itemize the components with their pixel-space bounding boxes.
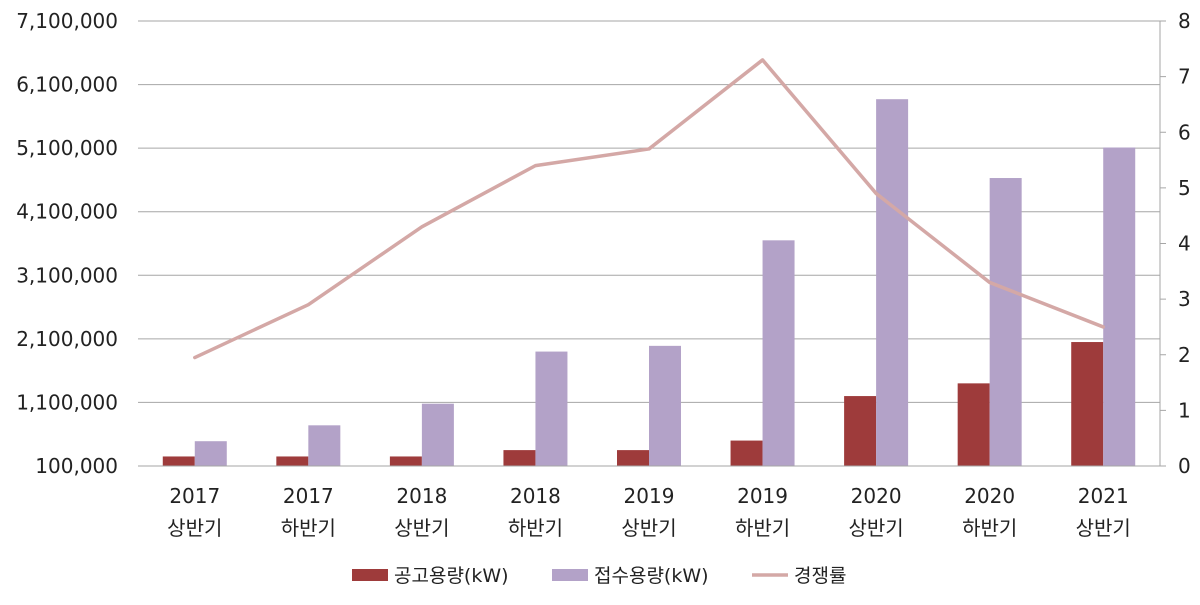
category-year: 2019: [624, 484, 675, 508]
competition-rate-line: [193, 58, 1105, 360]
left-tick-label: 4,100,000: [16, 200, 118, 224]
right-tick-label: 6: [1178, 120, 1191, 144]
category-year: 2018: [510, 484, 561, 508]
bars: [162, 99, 1136, 466]
right-tick-label: 8: [1178, 9, 1191, 33]
category-year: 2017: [283, 484, 334, 508]
category-half: 하반기: [281, 516, 336, 540]
bar-notice-capacity: [389, 456, 422, 466]
category-half: 상반기: [621, 516, 676, 540]
category-half: 상반기: [394, 516, 449, 540]
category-half: 하반기: [735, 516, 790, 540]
category-labels: 2017 상반기 2017 하반기 2018 상반기 2018 하반기 2019 상반기 2019 하…: [167, 484, 1131, 540]
competition-line: [193, 58, 1105, 360]
bar-application-capacity: [876, 99, 909, 466]
bar-application-capacity: [762, 240, 795, 466]
left-tick-label: 100,000: [35, 454, 118, 478]
left-axis-ticks: 100,000 1,100,000 2,100,000 3,100,000 4,100,…: [16, 9, 118, 478]
left-tick-label: 6,100,000: [16, 73, 118, 97]
category-half: 상반기: [167, 516, 222, 540]
category-year: 2017: [169, 484, 220, 508]
bar-application-capacity: [421, 403, 454, 466]
category-year: 2020: [964, 484, 1015, 508]
bar-notice-capacity: [162, 456, 195, 466]
bar-application-capacity: [649, 345, 681, 466]
category-half: 하반기: [508, 516, 563, 540]
right-tick-label: 7: [1178, 65, 1191, 89]
right-tick-label: 2: [1178, 343, 1191, 367]
right-tick-label: 0: [1178, 454, 1191, 478]
bar-notice-capacity: [844, 396, 877, 466]
bar-application-capacity: [194, 441, 227, 466]
bar-notice-capacity: [617, 450, 649, 466]
right-tick-label: 3: [1178, 287, 1191, 311]
left-tick-label: 3,100,000: [16, 263, 118, 287]
bar-application-capacity: [535, 351, 568, 466]
bar-notice-capacity: [503, 450, 536, 466]
category-half: 하반기: [962, 516, 1017, 540]
category-year: 2021: [1078, 484, 1129, 508]
legend-swatch-application: [552, 569, 588, 581]
left-tick-label: 7,100,000: [16, 9, 118, 33]
legend: 공고용량(kW) 접수용량(kW) 경쟁률: [352, 565, 846, 587]
bar-notice-capacity: [957, 383, 990, 466]
category-half: 상반기: [849, 516, 904, 540]
axes: [138, 20, 1166, 467]
bar-notice-capacity: [1071, 342, 1104, 466]
category-year: 2018: [396, 484, 447, 508]
bar-application-capacity: [989, 178, 1022, 466]
legend-label-notice: 공고용량(kW): [394, 565, 509, 587]
legend-label-rate: 경쟁률: [794, 565, 846, 587]
legend-swatch-notice: [352, 569, 388, 581]
category-year: 2020: [851, 484, 902, 508]
bar-application-capacity: [1103, 147, 1136, 466]
right-axis-ticks: 0 1 2 3 4 5 6 7 8: [1178, 9, 1191, 478]
category-year: 2019: [737, 484, 788, 508]
left-tick-label: 5,100,000: [16, 136, 118, 160]
right-tick-label: 4: [1178, 232, 1191, 256]
right-tick-label: 1: [1178, 398, 1191, 422]
bar-notice-capacity: [276, 456, 309, 466]
legend-label-application: 접수용량(kW): [594, 565, 709, 587]
bar-application-capacity: [308, 425, 341, 466]
right-tick-label: 5: [1178, 176, 1191, 200]
bar-notice-capacity: [730, 440, 763, 466]
left-tick-label: 1,100,000: [16, 390, 118, 414]
category-half: 상반기: [1076, 516, 1131, 540]
left-tick-label: 2,100,000: [16, 327, 118, 351]
